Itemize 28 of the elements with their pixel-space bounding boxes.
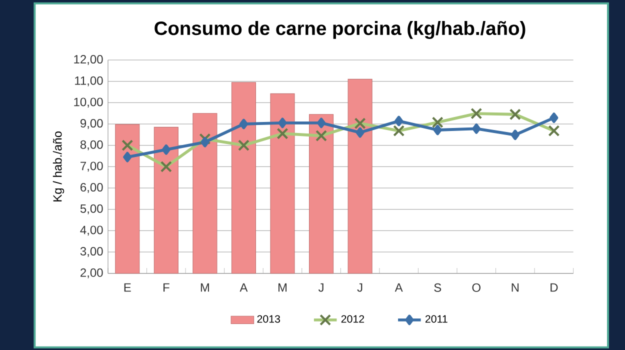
legend-label: 2012 bbox=[341, 315, 364, 323]
y-tick-label: 11,00 bbox=[75, 76, 103, 86]
x-tick-label: D bbox=[550, 283, 558, 292]
x-tick-label: N bbox=[512, 283, 519, 292]
y-tick-label: 2,00 bbox=[80, 268, 103, 278]
y-tick-label: 4,00 bbox=[80, 226, 103, 236]
y-tick-label: 6,00 bbox=[80, 183, 103, 193]
x-tick-label: J bbox=[357, 283, 362, 292]
x-tick-label: S bbox=[434, 283, 442, 292]
x-tick-label: A bbox=[394, 283, 403, 292]
x-tick-label: F bbox=[163, 283, 170, 292]
y-tick-label: 12,00 bbox=[74, 55, 103, 65]
y-tick-label: 10,00 bbox=[74, 98, 103, 108]
y-tick-label: 3,00 bbox=[80, 247, 103, 257]
x-tick-label: M bbox=[278, 283, 287, 292]
y-tick-label: 9,00 bbox=[80, 119, 103, 129]
y-tick-label: 8,00 bbox=[80, 140, 103, 150]
chart-title: Consumo de carne porcina (kg/hab./año) bbox=[154, 21, 526, 39]
x-tick-label: A bbox=[240, 283, 248, 292]
x-tick-label: O bbox=[472, 283, 480, 292]
legend-label: 2013 bbox=[257, 315, 280, 323]
y-tick-label: 7,00 bbox=[80, 162, 103, 172]
y-axis-title: Kg / hab./año bbox=[52, 131, 64, 202]
x-tick-label: E bbox=[124, 283, 131, 292]
x-tick-label: M bbox=[200, 283, 209, 292]
y-tick-label: 5,00 bbox=[80, 204, 103, 214]
x-tick-label: J bbox=[318, 283, 324, 292]
legend-label: 2011 bbox=[425, 315, 448, 323]
